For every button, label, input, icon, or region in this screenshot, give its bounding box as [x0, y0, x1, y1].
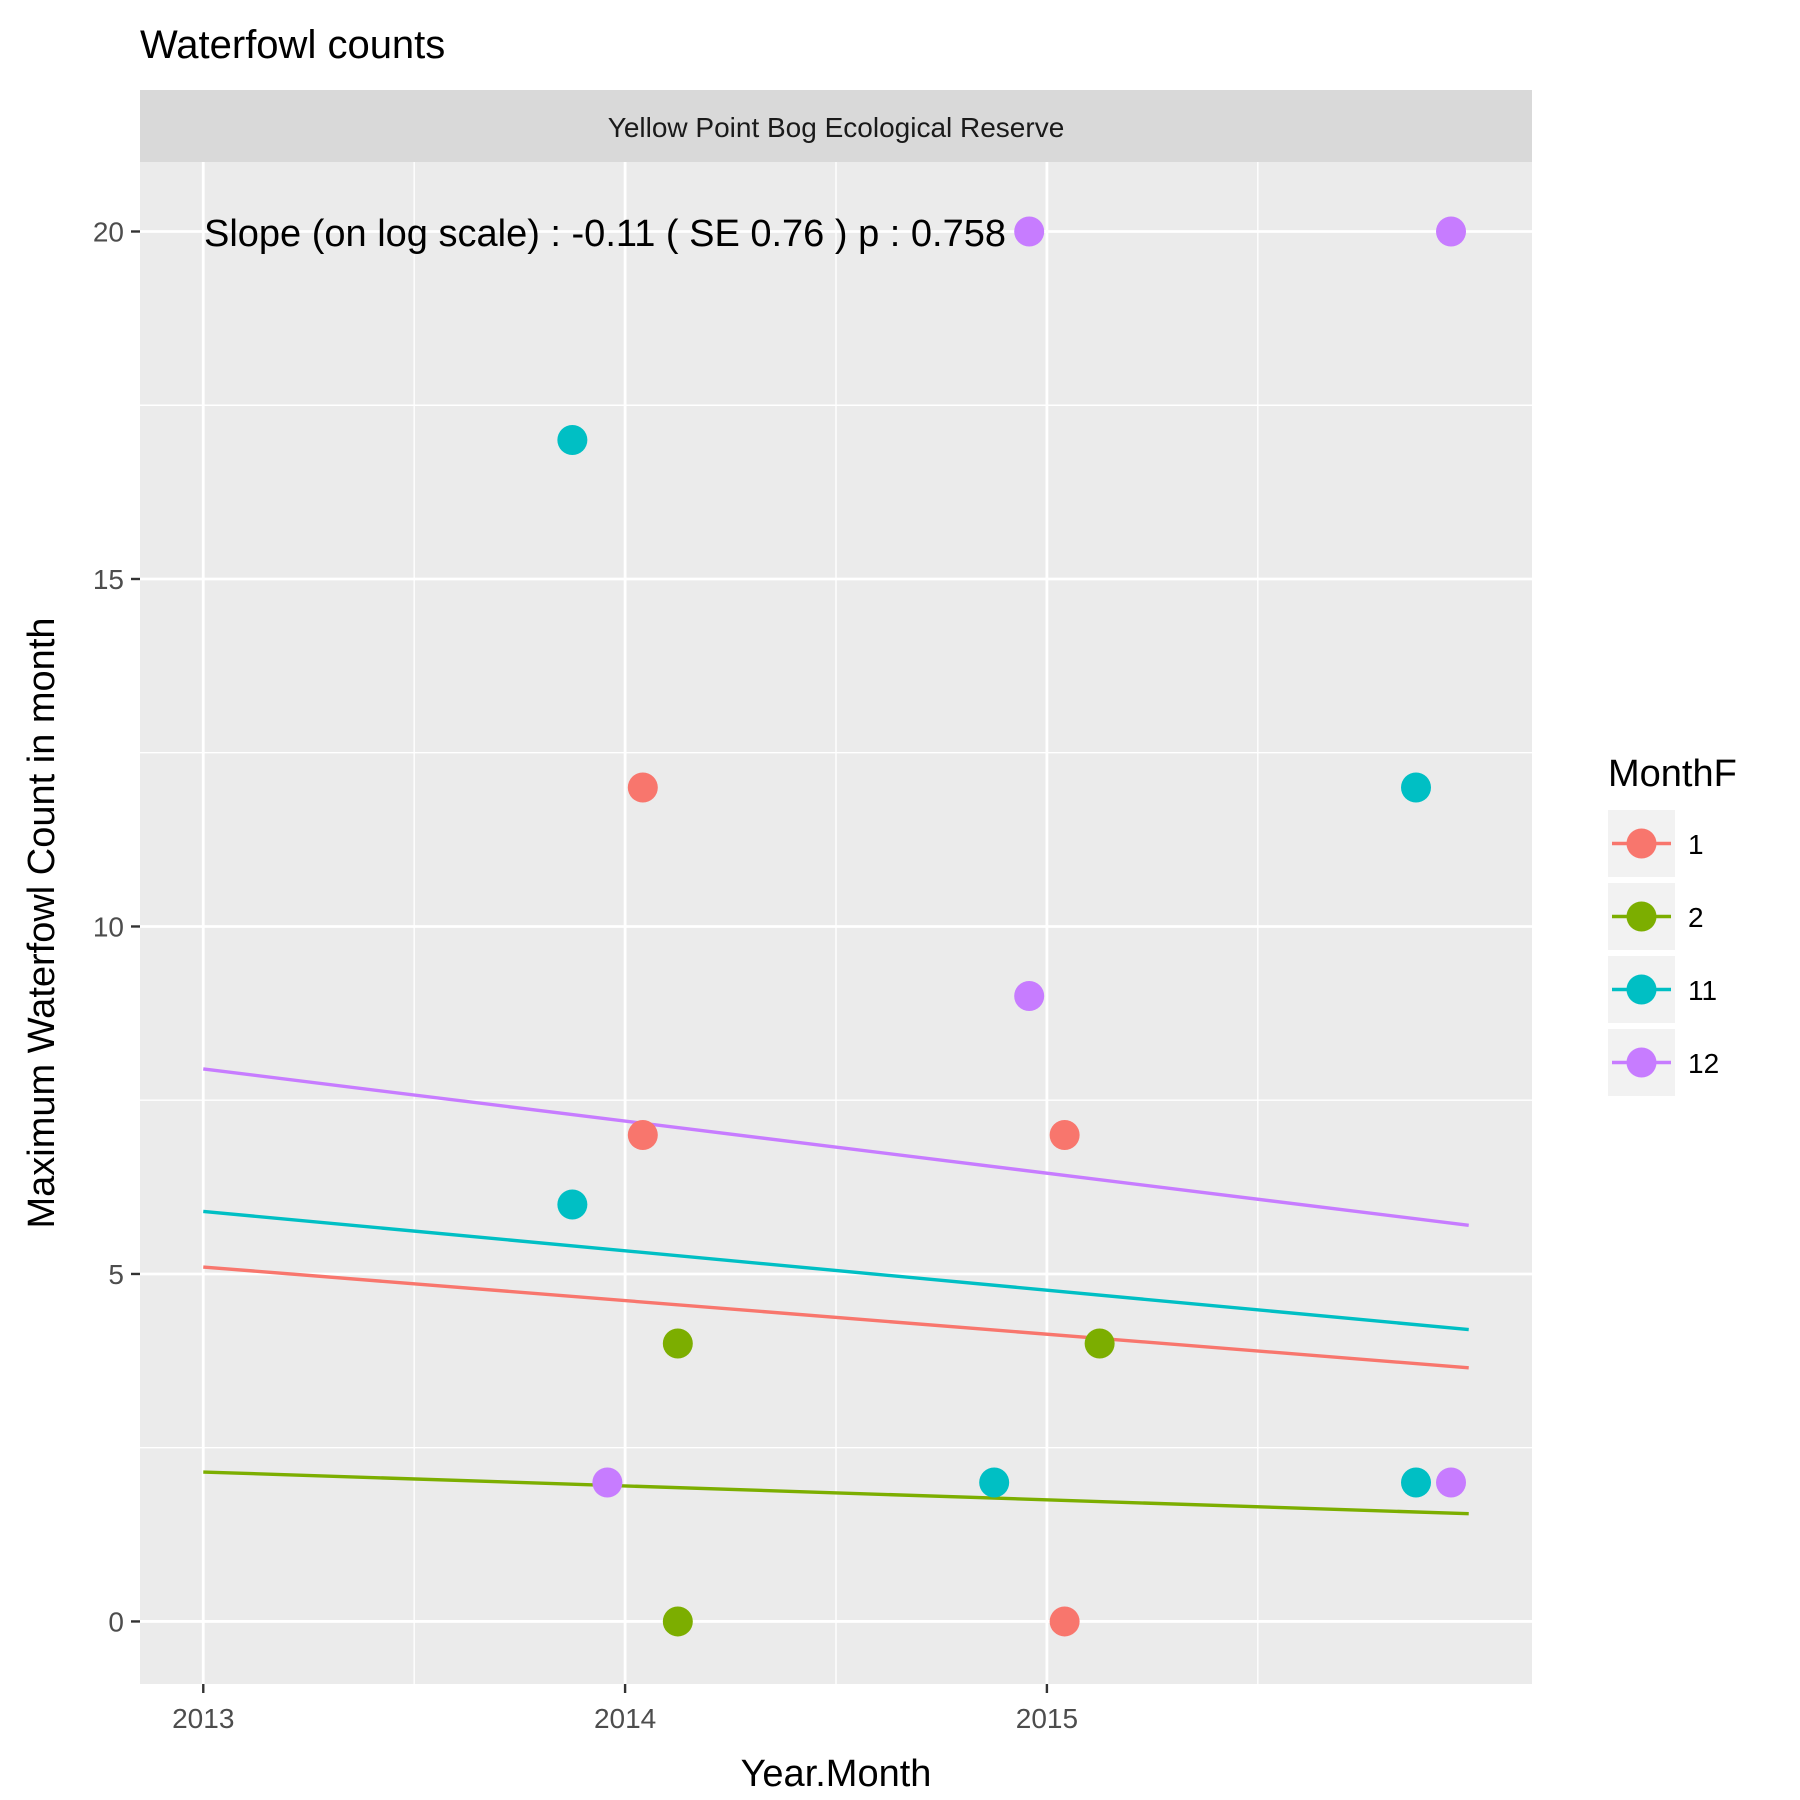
point-month-1	[627, 772, 658, 803]
point-month-11	[1401, 772, 1431, 803]
y-tick-label: 0	[108, 1606, 124, 1637]
legend-label-month-1: 1	[1688, 829, 1704, 860]
legend-label-month-2: 2	[1688, 902, 1704, 933]
legend-label-month-12: 12	[1688, 1048, 1719, 1079]
x-tick-label: 2015	[1016, 1703, 1078, 1734]
x-axis: 2013 2014 2015	[172, 1684, 1078, 1734]
y-tick-label: 10	[93, 911, 124, 942]
data-points	[557, 216, 1467, 1637]
facet-strip	[140, 90, 1532, 162]
y-tick-label: 20	[93, 216, 124, 247]
x-tick-label: 2013	[172, 1703, 234, 1734]
point-month-1	[1049, 1119, 1080, 1150]
point-month-11	[557, 424, 588, 455]
legend-label-month-11: 11	[1688, 975, 1717, 1006]
trend-line-month-1	[203, 1265, 1469, 1370]
point-month-11	[1401, 1467, 1431, 1498]
point-month-11	[979, 1467, 1010, 1498]
minor-gridlines	[140, 162, 1532, 1684]
trend-line-month-2	[203, 1470, 1469, 1516]
point-month-1	[1049, 1606, 1080, 1637]
point-month-12	[592, 1467, 623, 1498]
trend-lines	[203, 1067, 1469, 1516]
y-axis-title: Maximum Waterfowl Count in month	[21, 617, 63, 1228]
point-month-1	[627, 1119, 658, 1150]
chart-title: Waterfowl counts	[140, 23, 445, 67]
y-tick-label: 15	[93, 564, 124, 595]
point-month-12	[1436, 1467, 1467, 1498]
trend-line-month-11	[203, 1209, 1469, 1332]
x-axis-title: Year.Month	[741, 1753, 932, 1795]
x-tick-label: 2014	[594, 1703, 656, 1734]
legend-key-point	[1626, 828, 1657, 859]
point-month-2	[1084, 1328, 1115, 1359]
point-month-11	[557, 1189, 588, 1220]
legend-key-point	[1626, 901, 1657, 932]
trend-line-month-12	[203, 1067, 1469, 1228]
point-month-2	[662, 1606, 693, 1637]
facet-label: Yellow Point Bog Ecological Reserve	[608, 112, 1065, 143]
point-month-2	[662, 1328, 693, 1359]
legend-title: MonthF	[1608, 753, 1737, 795]
point-month-12	[1014, 216, 1045, 247]
legend-key-point	[1626, 974, 1657, 1005]
point-month-12	[1014, 980, 1045, 1011]
y-axis: 0 5 10 15 20	[93, 216, 140, 1637]
legend-key-point	[1626, 1047, 1657, 1078]
slope-annotation: Slope (on log scale) : -0.11 ( SE 0.76 )…	[204, 213, 1006, 255]
point-month-12	[1436, 216, 1467, 247]
major-gridlines	[140, 162, 1532, 1684]
y-tick-label: 5	[108, 1259, 124, 1290]
